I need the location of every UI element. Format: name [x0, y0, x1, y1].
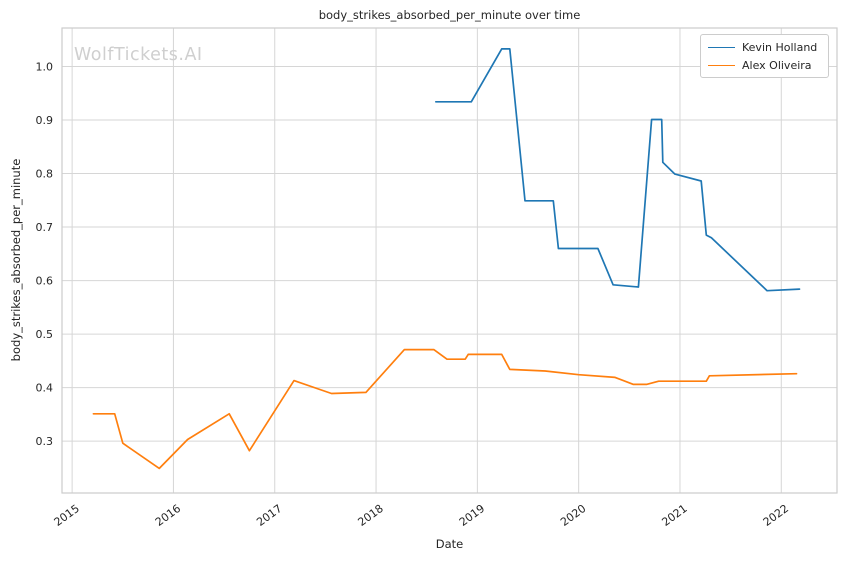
series-line-alex-oliveira — [92, 348, 798, 470]
legend-label: Alex Oliveira — [742, 58, 812, 72]
x-axis-label: Date — [435, 537, 464, 551]
x-tick-label: 2019 — [457, 502, 487, 529]
x-tick-label: 2016 — [153, 502, 183, 529]
legend-line-sample-blue — [708, 46, 735, 48]
y-tick-label: 0.4 — [36, 381, 54, 394]
legend-label: Kevin Holland — [742, 40, 818, 54]
x-tick-label: 2017 — [254, 502, 284, 529]
x-tick-label: 2020 — [558, 502, 588, 529]
legend: Kevin Holland Alex Oliveira — [700, 34, 829, 78]
plot-border — [61, 27, 838, 494]
series-line-kevin-holland — [434, 48, 801, 292]
x-tick-label: 2018 — [356, 502, 386, 529]
x-tick-label: 2022 — [761, 502, 791, 529]
y-axis-label: body_strikes_absorbed_per_minute — [9, 158, 23, 362]
y-tick-label: 0.7 — [36, 221, 54, 234]
y-tick-label: 0.8 — [36, 167, 54, 180]
x-tick-label: 2015 — [52, 502, 82, 529]
legend-line-sample-orange — [708, 64, 735, 66]
y-tick-label: 0.6 — [36, 274, 54, 287]
legend-item-alex-oliveira: Alex Oliveira — [708, 58, 820, 72]
y-tick-label: 0.9 — [36, 114, 54, 127]
y-tick-label: 1.0 — [36, 60, 54, 73]
y-tick-label: 0.5 — [36, 328, 54, 341]
chart-title: body_strikes_absorbed_per_minute over ti… — [318, 8, 581, 22]
legend-item-kevin-holland: Kevin Holland — [708, 40, 820, 54]
watermark: WolfTickets.AI — [74, 45, 203, 65]
x-tick-label: 2021 — [659, 502, 689, 529]
y-tick-label: 0.3 — [36, 435, 54, 448]
